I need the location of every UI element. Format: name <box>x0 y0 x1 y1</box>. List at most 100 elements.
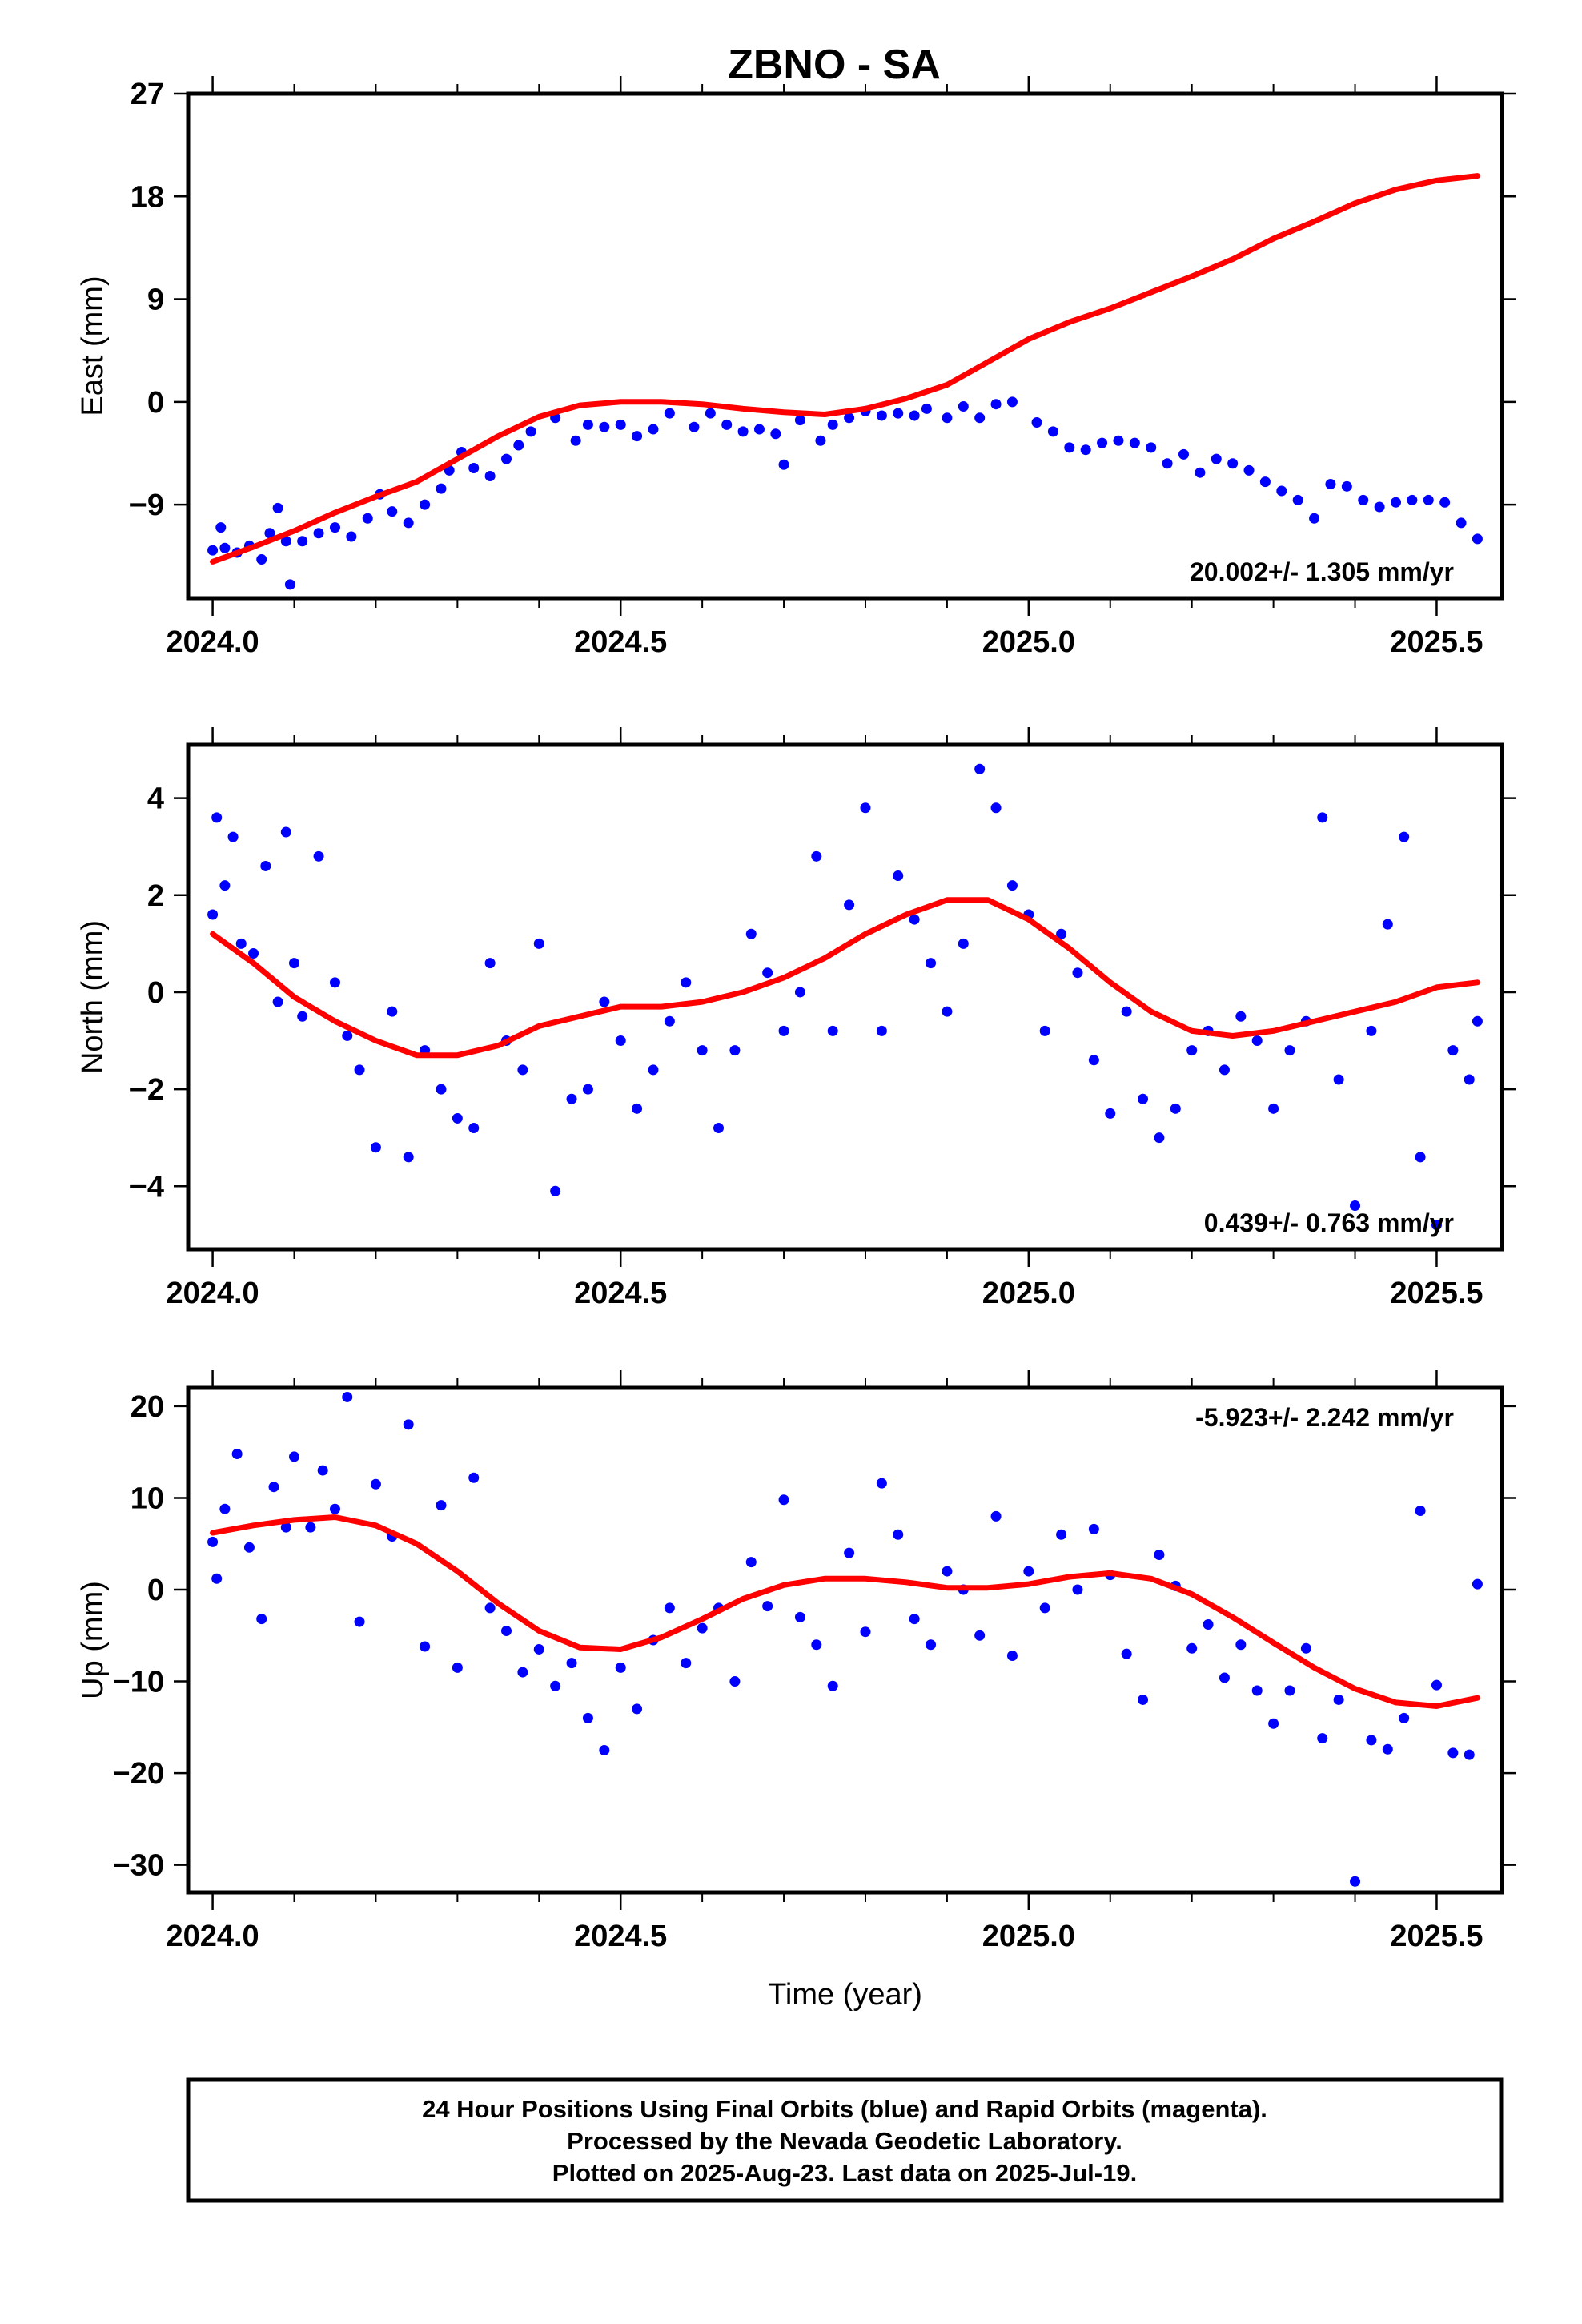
east-data-point <box>1178 448 1189 460</box>
up-data-point <box>211 1573 223 1584</box>
north-y-tick-label: 2 <box>147 879 164 913</box>
east-data-point <box>648 424 659 435</box>
north-data-point <box>533 938 544 949</box>
north-data-point <box>1186 1045 1198 1056</box>
east-data-point <box>909 410 920 421</box>
east-data-point <box>827 419 838 430</box>
up-data-point <box>1472 1578 1483 1590</box>
up-data-point <box>370 1478 381 1490</box>
east-data-point <box>893 408 904 419</box>
north-data-point <box>1056 928 1067 939</box>
east-data-point <box>525 426 536 437</box>
up-data-point <box>1447 1747 1459 1759</box>
east-data-point <box>599 421 610 432</box>
north-x-tick-label: 2025.5 <box>1390 1277 1483 1310</box>
north-data-point <box>648 1064 659 1076</box>
up-data-point <box>1219 1672 1230 1683</box>
up-data-point <box>1138 1694 1149 1705</box>
north-panel: 2024.0 2024.5 2025.0 2025.5 −4 −2 0 2 4 North (mm… <box>76 727 1516 1310</box>
north-data-point <box>468 1123 480 1134</box>
east-data-point <box>403 517 414 529</box>
east-data-point <box>689 421 700 432</box>
east-data-point <box>974 412 986 424</box>
north-data-point <box>615 1035 626 1047</box>
north-data-point <box>1138 1093 1149 1104</box>
north-y-tick-label: −2 <box>130 1073 164 1107</box>
east-data-point <box>615 419 626 430</box>
up-data-point <box>1186 1642 1198 1654</box>
up-data-point <box>1088 1523 1099 1534</box>
up-x-tick-label: 2025.5 <box>1390 1920 1483 1953</box>
up-data-point <box>697 1622 708 1634</box>
east-data-point <box>346 531 357 542</box>
east-data-point <box>1309 513 1320 524</box>
east-data-point <box>958 401 969 412</box>
north-data-point <box>664 1015 675 1027</box>
up-y-tick-label: 20 <box>130 1390 164 1424</box>
north-data-point <box>354 1064 365 1076</box>
north-data-point <box>550 1185 561 1196</box>
up-data-point <box>1251 1685 1263 1696</box>
east-data-point <box>207 545 219 556</box>
east-data-point <box>1243 464 1255 476</box>
up-data-point <box>501 1626 512 1637</box>
north-data-point <box>1219 1064 1230 1076</box>
up-data-point <box>1464 1749 1475 1760</box>
up-data-point <box>893 1529 904 1540</box>
east-data-point <box>436 483 447 494</box>
chart-title: ZBNO - SA <box>728 42 941 88</box>
up-data-point <box>329 1503 340 1514</box>
up-data-point <box>599 1744 610 1755</box>
north-data-point <box>909 914 920 925</box>
north-data-point <box>974 763 986 774</box>
north-data-point <box>1121 1006 1132 1017</box>
north-data-point <box>387 1006 398 1017</box>
east-data-point <box>1080 444 1091 456</box>
up-data-point <box>517 1667 528 1678</box>
east-data-point <box>387 506 398 517</box>
footer-line-3: Plotted on 2025-Aug-23. Last data on 202… <box>552 2159 1137 2187</box>
east-data-point <box>1227 458 1239 469</box>
north-data-point <box>207 909 219 920</box>
up-y-tick-label: 10 <box>130 1482 164 1515</box>
up-data-point <box>1350 1876 1361 1887</box>
up-data-point <box>436 1500 447 1511</box>
up-data-point <box>280 1522 291 1533</box>
east-data-point <box>570 435 581 446</box>
up-data-point <box>926 1639 937 1651</box>
east-data-point <box>272 502 283 513</box>
east-data-point <box>921 403 932 414</box>
north-data-point <box>248 947 259 959</box>
up-data-point <box>990 1510 1002 1522</box>
up-data-point <box>1203 1619 1214 1630</box>
up-data-point <box>1235 1639 1247 1651</box>
north-data-point <box>1350 1200 1361 1211</box>
north-data-point <box>942 1006 953 1017</box>
up-data-point <box>484 1602 496 1614</box>
east-data-point <box>420 499 431 510</box>
east-data-point <box>284 579 295 590</box>
north-x-tick-label: 2025.0 <box>982 1277 1075 1310</box>
north-data-point <box>517 1064 528 1076</box>
up-data-point <box>860 1626 871 1638</box>
north-data-point <box>289 958 300 969</box>
east-data-point <box>256 554 267 565</box>
north-data-point <box>713 1123 725 1134</box>
up-data-point <box>1431 1679 1442 1691</box>
footer-line-2: Processed by the Nevada Geodetic Laborat… <box>567 2127 1122 2155</box>
up-data-point <box>729 1676 741 1687</box>
up-data-point <box>231 1448 243 1459</box>
north-data-point <box>211 812 223 823</box>
north-data-point <box>1039 1025 1050 1036</box>
north-data-point <box>1284 1045 1295 1056</box>
up-data-point <box>1415 1505 1426 1516</box>
up-data-point <box>1023 1566 1034 1577</box>
up-panel: 2024.0 2024.5 2025.0 2025.5 −30 −20 −10 0 10 20 Up… <box>76 1370 1516 2012</box>
north-data-point <box>762 967 773 979</box>
north-data-point <box>566 1093 577 1104</box>
east-y-tick-label: 0 <box>147 386 164 420</box>
north-data-point <box>1251 1035 1263 1047</box>
up-y-tick-label: 0 <box>147 1574 164 1607</box>
up-data-point <box>566 1658 577 1669</box>
east-data-point <box>737 426 749 437</box>
